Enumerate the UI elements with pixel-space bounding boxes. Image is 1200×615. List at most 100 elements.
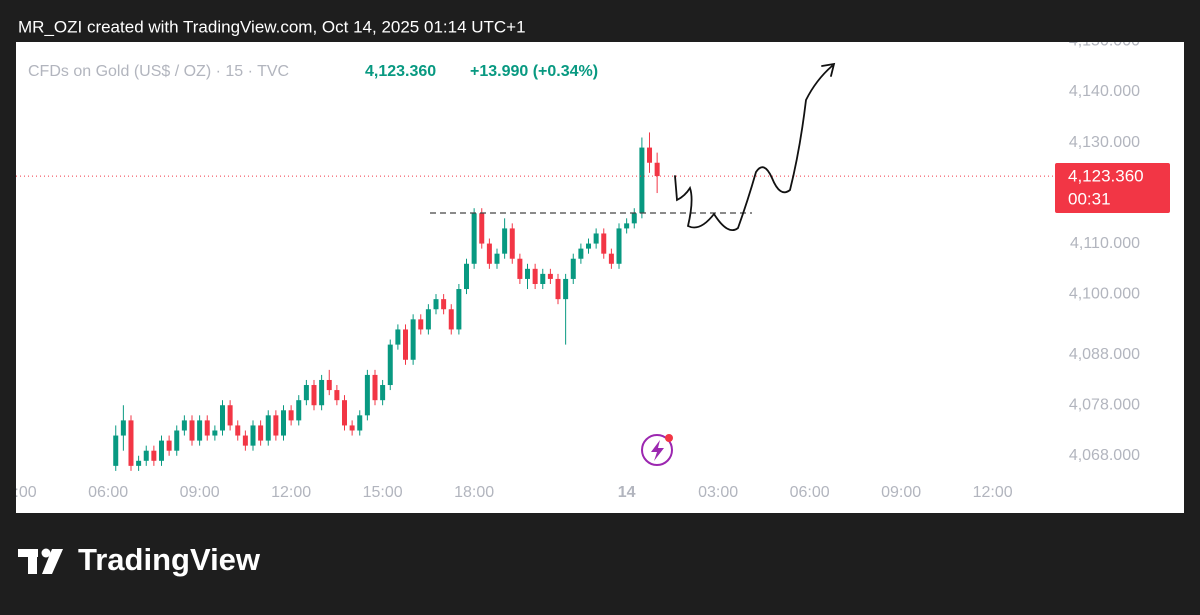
candle-body: [258, 425, 264, 441]
candle-body: [639, 147, 645, 214]
candle-body: [425, 309, 431, 330]
candle-body: [486, 243, 492, 264]
candle-body: [433, 299, 439, 310]
candle-body: [280, 410, 286, 436]
candle-body: [212, 430, 218, 436]
candle-body: [113, 435, 119, 466]
candle-body: [311, 385, 317, 406]
candle-body: [563, 278, 569, 300]
candle-body: [219, 405, 225, 431]
candle-body: [151, 450, 157, 461]
candle-body: [326, 379, 332, 391]
candle-body: [120, 420, 126, 436]
brand: TradingView: [78, 542, 261, 577]
candle-body: [197, 420, 203, 441]
y-tick-label: 4,130.000: [1069, 134, 1140, 151]
candle-body: [235, 425, 241, 436]
candle-body: [624, 223, 630, 229]
drawn-projection: [674, 62, 836, 232]
x-tick-label: 06:00: [88, 484, 128, 501]
x-tick-label: 18:00: [454, 484, 494, 501]
candle-body: [334, 390, 340, 401]
x-tick-label: 09:00: [881, 484, 921, 501]
candle-body: [509, 228, 515, 259]
candle-body: [372, 374, 378, 401]
candle-body: [479, 213, 485, 244]
candle-body: [174, 430, 180, 451]
candle-body: [631, 213, 637, 224]
candle-body: [540, 273, 546, 284]
candle-body: [616, 228, 622, 264]
y-tick-label: 4,150.000: [1069, 33, 1140, 50]
candle-body: [578, 248, 584, 259]
candle-body: [357, 415, 363, 431]
candle-body: [601, 233, 607, 254]
candle-body: [189, 420, 195, 441]
candle-body: [570, 258, 576, 279]
candle-body: [525, 268, 531, 279]
y-tick-label: 4,068.000: [1069, 447, 1140, 464]
candle-body: [158, 440, 164, 461]
candle-body: [166, 440, 172, 451]
candle-body: [296, 400, 302, 421]
x-tick-label: 14: [618, 484, 636, 501]
candle-body: [364, 374, 370, 416]
candle-body: [608, 253, 614, 264]
candle-body: [250, 425, 256, 446]
candle-body: [319, 379, 325, 406]
candle-body: [547, 273, 553, 279]
candle-body: [593, 233, 599, 244]
candle-body: [128, 420, 134, 466]
candle-body: [502, 228, 508, 254]
candle-body: [586, 243, 592, 249]
candle-body: [471, 213, 477, 264]
y-tick-label: 4,100.000: [1069, 285, 1140, 302]
candle-body: [555, 278, 561, 300]
chart-panel: [16, 42, 1184, 513]
y-tick-label: 4,140.000: [1069, 83, 1140, 100]
candle-body: [265, 415, 271, 441]
x-tick-label: 06:00: [790, 484, 830, 501]
candle-body: [288, 410, 294, 421]
candle-body: [387, 344, 393, 386]
candle-body: [242, 435, 248, 446]
candle-body: [303, 385, 309, 401]
candle-body: [181, 420, 187, 431]
candle-body: [403, 329, 409, 360]
countdown: 00:31: [1068, 189, 1111, 208]
candle-body: [448, 309, 454, 330]
candle-body: [395, 329, 401, 345]
candle-body: [647, 147, 653, 163]
y-tick-label: 4,078.000: [1069, 396, 1140, 413]
brand-logo: [18, 548, 63, 574]
x-tick-label: 03:00: [0, 484, 37, 501]
x-tick-label: 09:00: [180, 484, 220, 501]
candle-body: [143, 450, 149, 461]
lightning-icon: [641, 434, 673, 466]
candle-body: [273, 415, 279, 436]
x-tick-label: 12:00: [973, 484, 1013, 501]
change: +13.990 (+0.34%): [470, 63, 598, 80]
candle-body: [441, 299, 447, 310]
last-price: 4,123.360: [365, 63, 436, 80]
candle-body: [517, 258, 523, 279]
x-tick-label: 12:00: [271, 484, 311, 501]
candle-body: [380, 385, 386, 401]
candle-body: [418, 319, 424, 330]
candle-body: [464, 263, 470, 290]
candle-body: [410, 319, 416, 360]
x-tick-label: 03:00: [698, 484, 738, 501]
price-label: 4,123.360: [1068, 166, 1144, 185]
candle-body: [494, 253, 500, 264]
symbol: CFDs on Gold (US$ / OZ) · 15 · TVC: [28, 63, 289, 80]
candle-body: [532, 268, 538, 284]
plot: 4,068.000 4,078.000 4,088.000 4,100.000 4,11…: [0, 33, 1140, 501]
x-tick-label: 15:00: [363, 484, 403, 501]
candle-body: [342, 400, 348, 426]
candle-body: [136, 460, 142, 466]
y-tick-label: 4,110.000: [1070, 235, 1140, 252]
candle-body: [456, 289, 462, 330]
candle-body: [654, 162, 660, 177]
candle-body: [204, 420, 210, 436]
